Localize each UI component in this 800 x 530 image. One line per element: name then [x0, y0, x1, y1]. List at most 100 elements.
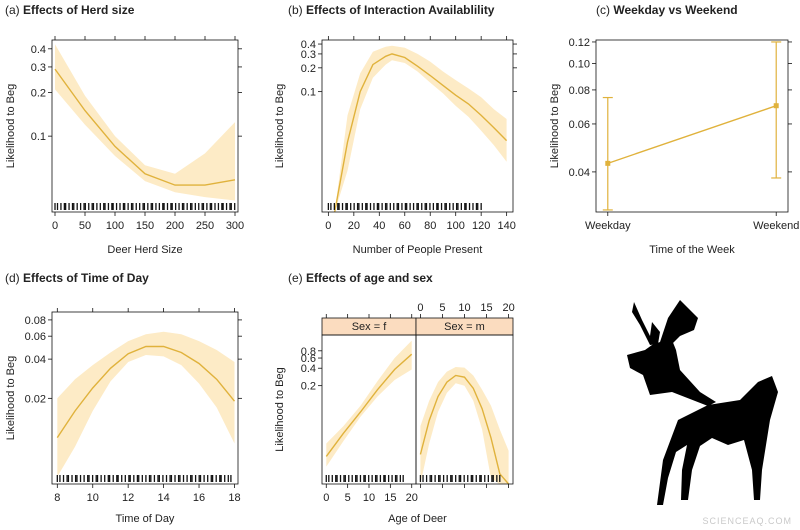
rug-marks: [54, 203, 236, 210]
panel-e-strip-label: Sex = f: [352, 321, 387, 333]
rug-marks: [419, 475, 501, 482]
x-tick-label: 150: [136, 220, 154, 232]
panel-c-fit-line: [607, 105, 777, 165]
y-tick-label: 0.3: [31, 62, 46, 74]
x-category-label: Weekday: [585, 220, 631, 232]
x-tick-label: 0: [325, 220, 331, 232]
y-tick-label: 0.8: [301, 346, 316, 358]
panel-c-point: [605, 160, 611, 166]
panel-b-title-text: Effects of Interaction Availablility: [306, 3, 495, 17]
deer-silhouette-icon: [627, 300, 778, 505]
panel-b-fit-line: [334, 53, 508, 213]
panel-e-ylabel: Likelihood to Beg: [274, 367, 286, 451]
panel-a-ci-band: [55, 44, 235, 201]
x-tick-label: 16: [193, 492, 205, 504]
panel-b-frame: [321, 39, 514, 213]
panel-d-fit-line: [56, 345, 236, 438]
panel-d-xlabel: Time of Day: [116, 513, 175, 525]
panel-a-ylabel: Likelihood to Beg: [5, 84, 17, 168]
panel-c-title-text: Weekday vs Weekend: [613, 3, 737, 17]
panel-a-xlabel: Deer Herd Size: [107, 244, 182, 256]
x-tick-label: 80: [424, 220, 436, 232]
panel-d-ci-band: [57, 331, 235, 477]
y-tick-label: 0.08: [25, 315, 46, 327]
panel-e-1-fit-line: [325, 353, 413, 457]
y-tick-label: 0.4: [301, 363, 316, 375]
panel-d-title: (d) Effects of Time of Day: [5, 271, 149, 285]
plots-layer: 0.10.20.30.40 50 100 150 200 250 300(a) Effect…: [5, 3, 799, 525]
panel-e-2-ci-band: [420, 367, 509, 484]
x-tick-label: 120: [472, 220, 490, 232]
panel-d-title-text: Effects of Time of Day: [23, 271, 149, 285]
x-tick-label: 100: [106, 220, 124, 232]
x-tick-label: 20: [406, 492, 418, 504]
panel-c-point: [773, 103, 779, 109]
y-tick-label: 0.4: [301, 39, 316, 51]
rug-marks: [325, 475, 404, 482]
x-tick-label: 14: [157, 492, 169, 504]
x-tick-label: 10: [87, 492, 99, 504]
panel-b-ylabel: Likelihood to Beg: [274, 84, 286, 168]
panel-b-title: (b) Effects of Interaction Availablility: [288, 3, 495, 17]
panel-e-1-ci-band: [326, 340, 412, 467]
x-tick-label: 60: [399, 220, 411, 232]
y-tick-label: 0.1: [301, 87, 316, 99]
watermark: SCIENCEAQ.COM: [702, 516, 792, 526]
panel-c-ylabel: Likelihood to Beg: [549, 84, 561, 168]
x-tick-label: 18: [228, 492, 240, 504]
panel-b-xlabel: Number of People Present: [353, 244, 483, 256]
x-tick-label: 100: [447, 220, 465, 232]
panel-a-label: (a): [5, 3, 23, 17]
panel-b-label: (b): [288, 3, 306, 17]
x-tick-label: 300: [226, 220, 244, 232]
panel-e-xlabel: Age of Deer: [388, 513, 447, 525]
x-tick-label: 200: [166, 220, 184, 232]
panel-c-xlabel: Time of the Week: [649, 244, 735, 256]
y-tick-label: 0.2: [301, 63, 316, 75]
panel-d-ylabel: Likelihood to Beg: [5, 356, 17, 440]
x-tick-label: 12: [122, 492, 134, 504]
x-tick-label-top: 20: [502, 302, 514, 314]
x-tick-label: 15: [384, 492, 396, 504]
x-tick-label: 0: [52, 220, 58, 232]
x-tick-label: 8: [54, 492, 60, 504]
x-tick-label-top: 15: [480, 302, 492, 314]
y-tick-label: 0.4: [31, 44, 46, 56]
y-tick-label: 0.04: [25, 354, 46, 366]
x-tick-label: 0: [323, 492, 329, 504]
y-tick-label: 0.2: [31, 87, 46, 99]
x-tick-label: 140: [497, 220, 515, 232]
panel-a-fit-line: [54, 68, 236, 186]
y-tick-label: 0.1: [31, 131, 46, 143]
x-tick-label: 20: [348, 220, 360, 232]
y-tick-label: 0.06: [569, 119, 590, 131]
rug-marks: [56, 475, 232, 482]
panel-a-title: (a) Effects of Herd size: [5, 3, 135, 17]
panel-e-title-text: Effects of age and sex: [306, 271, 433, 285]
panel-c-title: (c) Weekday vs Weekend: [596, 3, 738, 17]
y-tick-label: 0.10: [569, 59, 590, 71]
x-tick-label: 250: [196, 220, 214, 232]
x-tick-label: 5: [345, 492, 351, 504]
y-tick-label: 0.02: [25, 393, 46, 405]
y-tick-label: 0.04: [569, 167, 590, 179]
panel-e-label: (e): [288, 271, 306, 285]
y-tick-label: 0.12: [569, 37, 590, 49]
panel-e-2-fit-line: [419, 374, 510, 485]
y-tick-label: 0.06: [25, 331, 46, 343]
y-tick-label: 0.08: [569, 85, 590, 97]
y-tick-label: 0.2: [301, 381, 316, 393]
x-tick-label-top: 5: [439, 302, 445, 314]
y-tick-label: 0.3: [301, 49, 316, 61]
y-tick-label: 0.6: [301, 353, 316, 365]
x-category-label: Weekend: [753, 220, 799, 232]
panel-c-frame: [595, 39, 789, 213]
x-tick-label-top: 10: [458, 302, 470, 314]
panel-e-title: (e) Effects of age and sex: [288, 271, 433, 285]
rug-marks: [327, 203, 482, 210]
panel-b-ci-band: [334, 45, 507, 212]
panel-d-label: (d): [5, 271, 23, 285]
panel-c-label: (c): [596, 3, 613, 17]
x-tick-label: 10: [363, 492, 375, 504]
